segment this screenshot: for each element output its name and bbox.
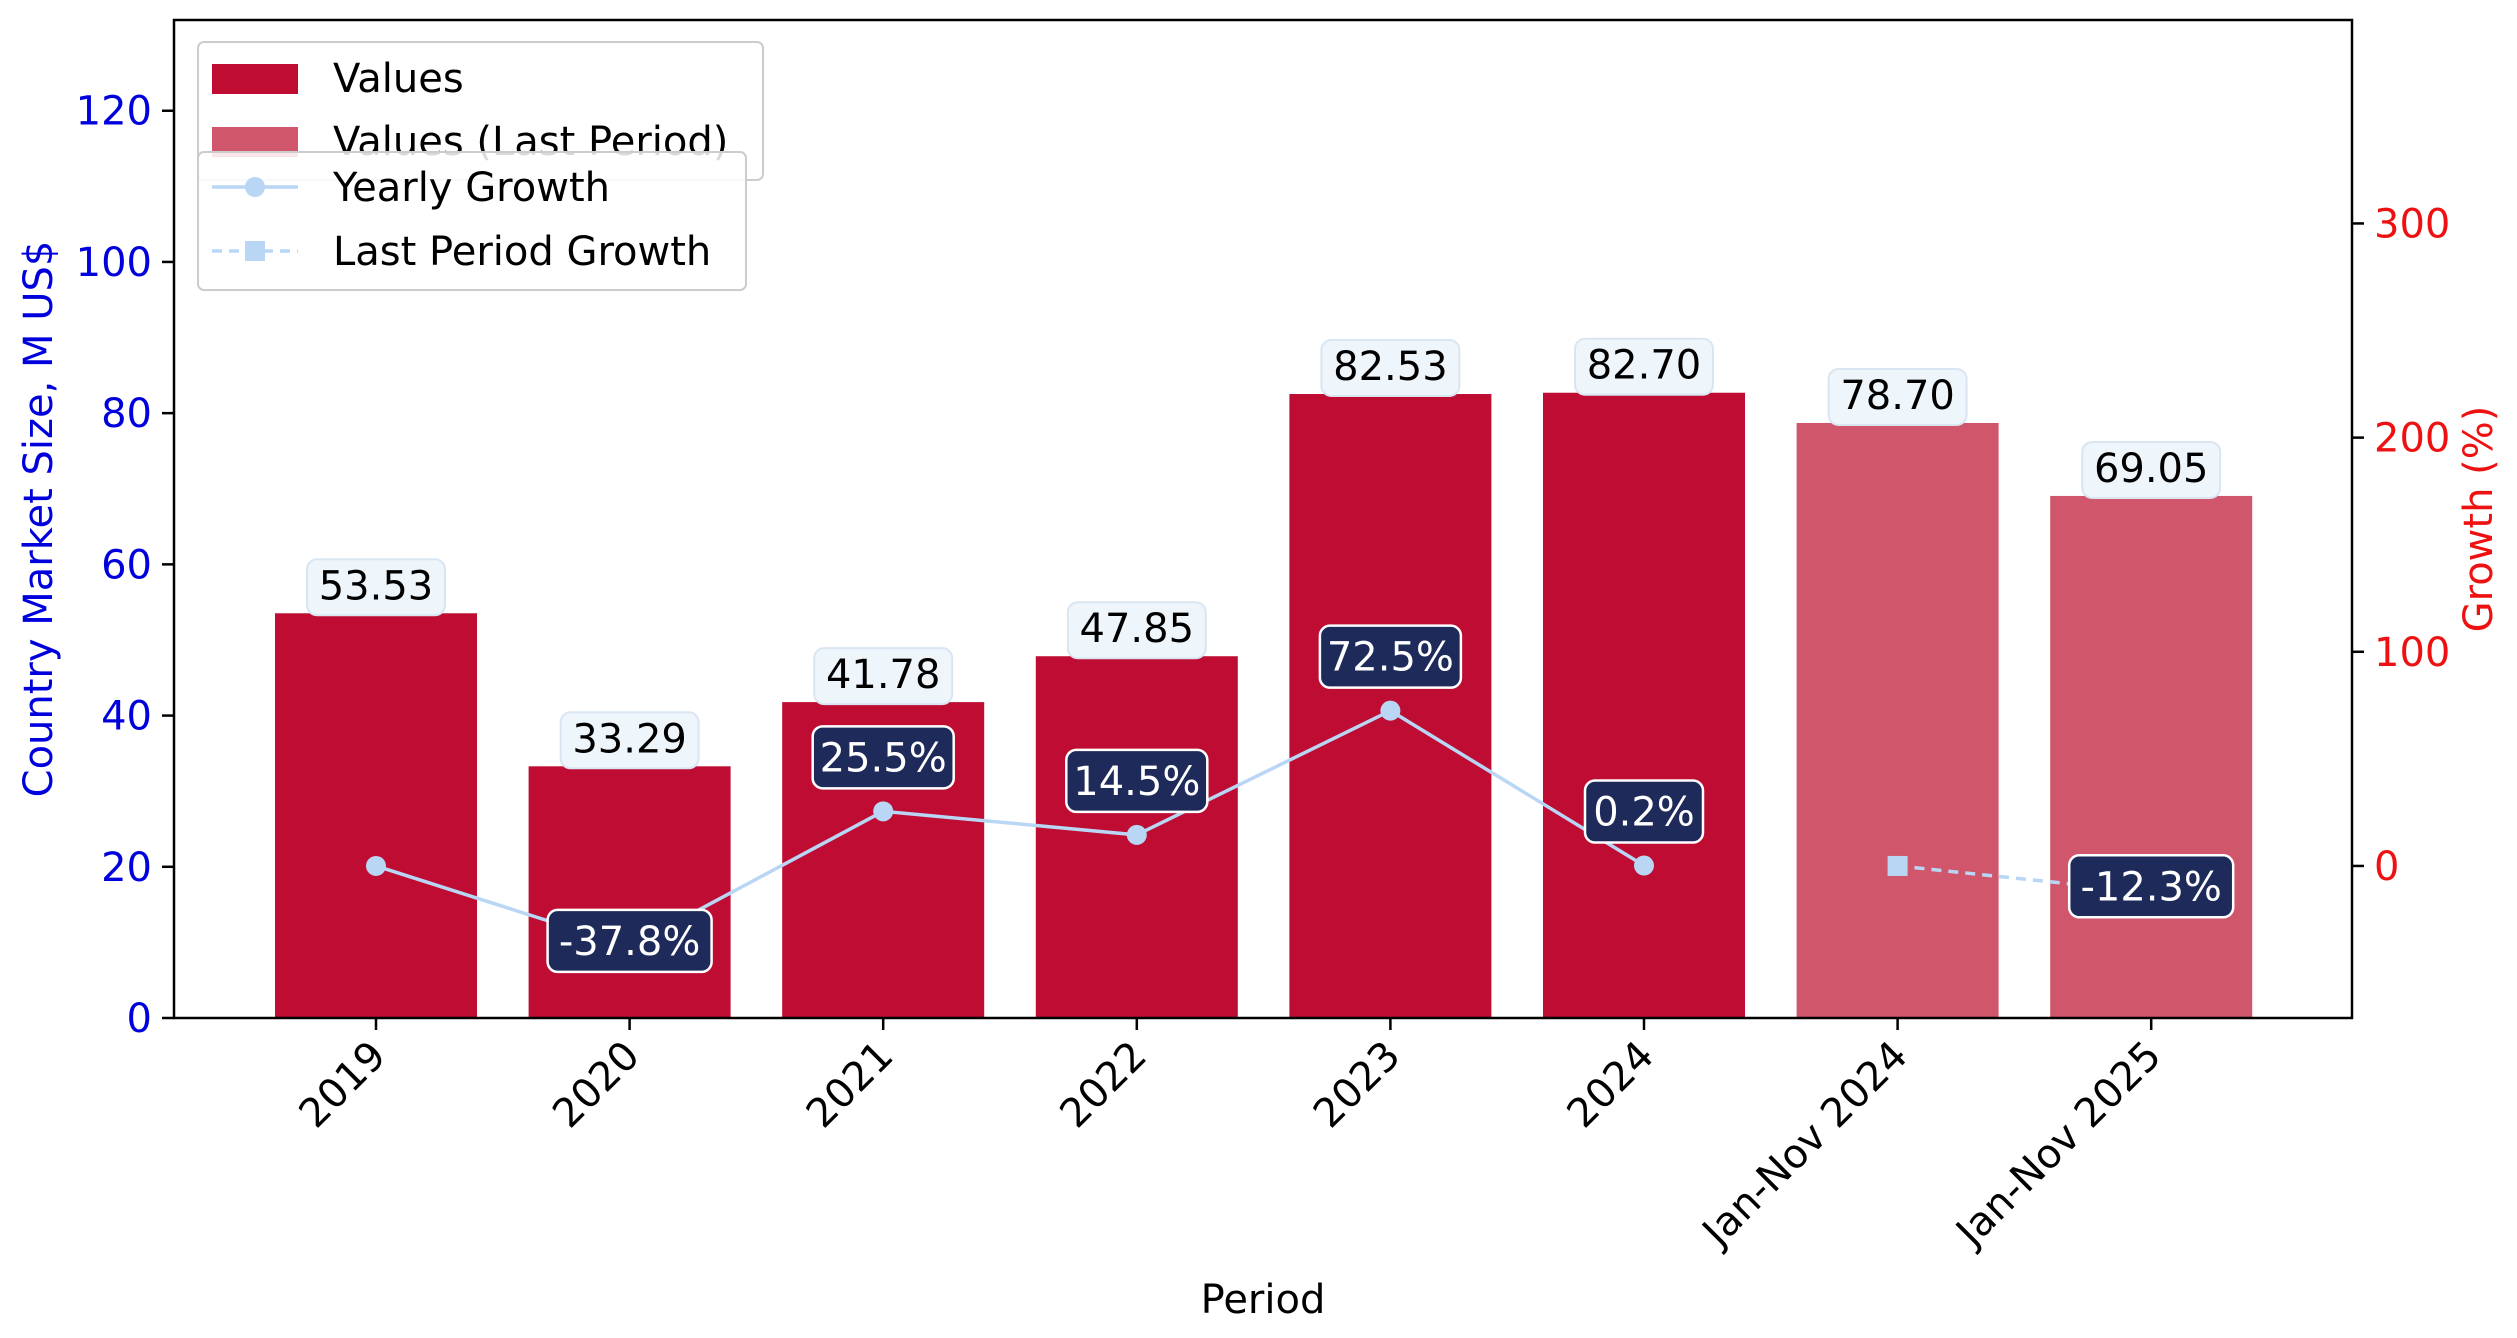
value-label: 82.70 — [1587, 343, 1702, 389]
value-label-box — [2081, 440, 2222, 499]
growth-marker — [1634, 855, 1654, 876]
value-label: 78.70 — [1840, 373, 1955, 419]
x-tick-label: 2024 — [1559, 1033, 1664, 1138]
growth-marker — [1380, 700, 1401, 721]
growth-label: 72.5% — [1327, 635, 1454, 681]
value-label-box — [306, 558, 446, 617]
growth-label: 0.2% — [1593, 790, 1695, 836]
x-tick-label: 2022 — [1051, 1033, 1156, 1138]
legend-label-yearly-growth: Yearly Growth — [332, 165, 610, 211]
x-tick-label: 2021 — [798, 1033, 903, 1138]
x-axis-title: Period — [1201, 1277, 1326, 1323]
right-y-tick-label: 0 — [2374, 844, 2399, 890]
right-y-axis-title: Growth (%) — [2456, 406, 2502, 633]
value-label-box — [1066, 601, 1207, 660]
legend-marker-yearly-growth — [245, 177, 265, 197]
growth-marker — [366, 855, 386, 876]
value-label-box — [1827, 367, 1968, 426]
right-y-axis: 0 100 200 300 — [2352, 201, 2450, 890]
left-y-tick-label: 80 — [101, 391, 152, 437]
growth-marker — [1887, 855, 1908, 876]
growth-label-box — [1583, 779, 1705, 844]
x-tick-label: 2019 — [291, 1033, 396, 1138]
growth-label: -37.8% — [559, 919, 701, 965]
right-y-tick-label: 300 — [2374, 201, 2450, 247]
value-label: 47.85 — [1080, 606, 1195, 652]
growth-marker — [873, 801, 894, 822]
growth-label-box — [811, 725, 955, 790]
value-label: 69.05 — [2094, 446, 2209, 492]
value-label-box — [1574, 337, 1714, 396]
legend-label-last-period-growth: Last Period Growth — [333, 229, 711, 275]
value-label-box — [813, 647, 954, 706]
value-label: 33.29 — [572, 716, 687, 762]
left-y-tick-label: 20 — [101, 845, 152, 891]
value-label: 41.78 — [826, 652, 941, 698]
value-label: 82.53 — [1333, 344, 1448, 390]
bar-2019 — [275, 613, 477, 1018]
growth-marker — [1126, 824, 1147, 845]
right-y-tick-label: 100 — [2374, 630, 2450, 676]
x-tick-label: 2020 — [544, 1033, 649, 1138]
left-y-tick-label: 60 — [101, 542, 152, 588]
growth-label: 25.5% — [820, 735, 947, 781]
left-y-tick-label: 40 — [101, 694, 152, 740]
bar-jan-nov-2025 — [2050, 495, 2253, 1018]
value-label: 53.53 — [319, 563, 434, 609]
x-tick-label: Jan-Nov 2025 — [1946, 1033, 2171, 1258]
legend-secondary: Yearly Growth Last Period Growth — [197, 151, 747, 291]
x-tick-label: Jan-Nov 2024 — [1692, 1033, 1917, 1258]
left-y-axis: 0 20 40 60 80 100 120 — [76, 89, 174, 1042]
growth-label: -12.3% — [2080, 864, 2222, 910]
bar-2020 — [528, 766, 731, 1018]
growth-label-box — [1065, 748, 1209, 814]
bar-jan-nov-2024 — [1796, 422, 1999, 1018]
legend-marker-last-period-growth — [245, 241, 265, 261]
x-axis: 2019 2020 2021 2022 2023 2024 Jan-Nov 2024 Jan-… — [291, 1018, 2171, 1258]
legend-label-values: Values — [333, 56, 464, 102]
left-y-axis-title: Country Market Size, M US$ — [16, 241, 62, 798]
growth-label-box — [1318, 624, 1463, 689]
value-labels-layer: 53.53 33.29 41.78 47.85 82.53 82.70 78.70 69.05 — [306, 337, 2222, 770]
growth-label-box — [546, 908, 713, 974]
left-y-tick-label: 100 — [76, 240, 152, 286]
plot-frame — [172, 18, 2354, 1020]
left-y-tick-label: 0 — [127, 996, 152, 1042]
value-label-box — [1320, 339, 1461, 398]
left-y-tick-label: 120 — [76, 89, 152, 135]
growth-label: 14.5% — [1073, 759, 1200, 805]
value-label-box — [559, 711, 700, 770]
legend-swatch-values — [212, 64, 298, 94]
growth-labels-layer: -37.8% 25.5% 14.5% 72.5% 0.2% -12.3% — [546, 624, 2235, 974]
x-tick-label: 2023 — [1305, 1033, 1410, 1138]
right-y-tick-label: 200 — [2374, 416, 2450, 462]
bar-2024 — [1543, 392, 1745, 1018]
growth-label-box — [2067, 854, 2235, 919]
legend-secondary-frame — [197, 151, 747, 291]
